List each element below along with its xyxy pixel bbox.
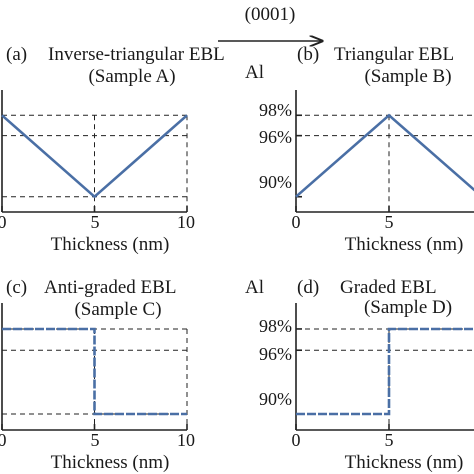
panel-c-subtitle: (Sample C) [74, 299, 161, 320]
panel-b-subtitle: (Sample B) [364, 66, 451, 87]
panel-d-title: Graded EBL [340, 277, 437, 298]
panel-d-xlabel: Thickness (nm) [345, 452, 464, 473]
panel-d-xtick-1: 5 [385, 430, 394, 450]
panel-a-subtitle: (Sample A) [88, 66, 175, 87]
panel-b: (b) Triangular EBL (Sample B) Al 98% 96%… [245, 44, 474, 255]
panel-b-ytick-1: 96% [259, 127, 292, 147]
panel-c: (c) Anti-graded EBL (Sample C) 0 5 10 Th… [0, 277, 195, 473]
panel-d-ytick-1: 96% [259, 344, 292, 364]
panel-a: (a) Inverse-triangular EBL (Sample A) 0 … [0, 44, 225, 255]
panel-d-xtick-0: 0 [292, 430, 301, 450]
panel-d-series-line-0 [296, 327, 474, 416]
panel-b-ytick-0: 98% [259, 100, 292, 120]
panel-c-label: (c) [6, 277, 27, 298]
growth-direction-label: (0001) [245, 4, 296, 25]
panel-b-ylabel: Al [245, 62, 264, 83]
panel-d-ytick-0: 98% [259, 316, 292, 336]
panel-a-xlabel: Thickness (nm) [51, 234, 170, 255]
panel-c-xtick-2: 10 [177, 430, 195, 450]
panel-c-xlabel: Thickness (nm) [51, 452, 170, 473]
panel-d-ylabel: Al [245, 277, 264, 298]
panel-d-plot [295, 303, 474, 431]
panel-b-series-line-0 [295, 113, 474, 198]
panel-d-ytick-2: 90% [259, 389, 292, 409]
panel-c-xtick-1: 5 [91, 430, 100, 450]
panel-b-title: Triangular EBL [334, 44, 454, 65]
panel-a-title: Inverse-triangular EBL [48, 44, 225, 65]
panel-b-xlabel: Thickness (nm) [345, 234, 464, 255]
panel-a-xtick-1: 5 [91, 212, 100, 232]
panel-c-series-line-0 [2, 327, 187, 416]
panel-c-title: Anti-graded EBL [44, 277, 176, 298]
panel-b-ytick-2: 90% [259, 172, 292, 192]
panel-d-subtitle: (Sample D) [364, 297, 452, 318]
panel-b-label: (b) [297, 44, 319, 65]
panel-b-xtick-1: 5 [385, 212, 394, 232]
panel-c-plot [1, 303, 188, 431]
panel-d: (d) Graded EBL (Sample D) Al 98% 96% 90%… [245, 277, 474, 473]
panel-a-xtick-2: 10 [177, 212, 195, 232]
panel-a-label: (a) [6, 44, 27, 65]
panel-b-plot [295, 90, 474, 213]
panel-a-series-line-0 [1, 114, 188, 199]
panel-d-label: (d) [297, 277, 319, 298]
panel-a-plot [1, 90, 188, 213]
panel-c-xtick-0: 0 [0, 430, 7, 450]
panel-a-xtick-0: 0 [0, 212, 7, 232]
panel-b-xtick-0: 0 [292, 212, 301, 232]
growth-direction: (0001) [218, 4, 322, 41]
